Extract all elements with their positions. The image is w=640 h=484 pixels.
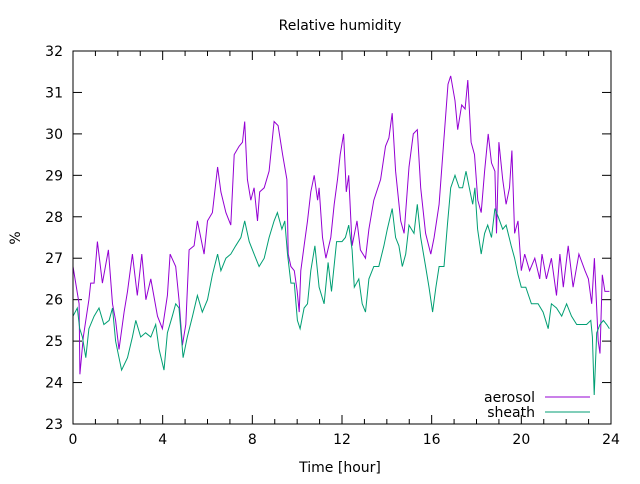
legend-label-aerosol: aerosol xyxy=(484,390,535,406)
x-tick-label: 12 xyxy=(333,432,351,448)
x-tick-label: 16 xyxy=(423,432,441,448)
y-tick-label: 26 xyxy=(45,293,63,309)
series-line-sheath xyxy=(72,171,610,396)
y-tick-label: 24 xyxy=(45,376,63,392)
x-tick-label: 24 xyxy=(602,432,620,448)
y-axis-label: % xyxy=(8,231,24,244)
y-tick-label: 32 xyxy=(45,44,63,60)
series-line-aerosol xyxy=(72,75,610,375)
y-tick-label: 29 xyxy=(45,168,63,184)
x-tick-label: 20 xyxy=(512,432,530,448)
x-tick-label: 8 xyxy=(248,432,257,448)
y-tick-label: 23 xyxy=(45,417,63,433)
y-tick-label: 28 xyxy=(45,210,63,226)
legend-label-sheath: sheath xyxy=(487,405,535,421)
x-axis-label: Time [hour] xyxy=(298,460,381,476)
plot-frame xyxy=(72,50,612,425)
axis-ticks: 23 24 25 26 27 28 29 30 31 32 0 4 8 12 16 20 24 xyxy=(45,44,620,448)
series-lines xyxy=(72,75,610,396)
y-tick-label: 27 xyxy=(45,251,63,267)
x-tick-label: 0 xyxy=(69,432,78,448)
y-tick-label: 30 xyxy=(45,127,63,143)
chart-title: Relative humidity xyxy=(279,18,402,34)
y-tick-label: 31 xyxy=(45,85,63,101)
y-tick-label: 25 xyxy=(45,334,63,350)
x-tick-label: 4 xyxy=(158,432,167,448)
